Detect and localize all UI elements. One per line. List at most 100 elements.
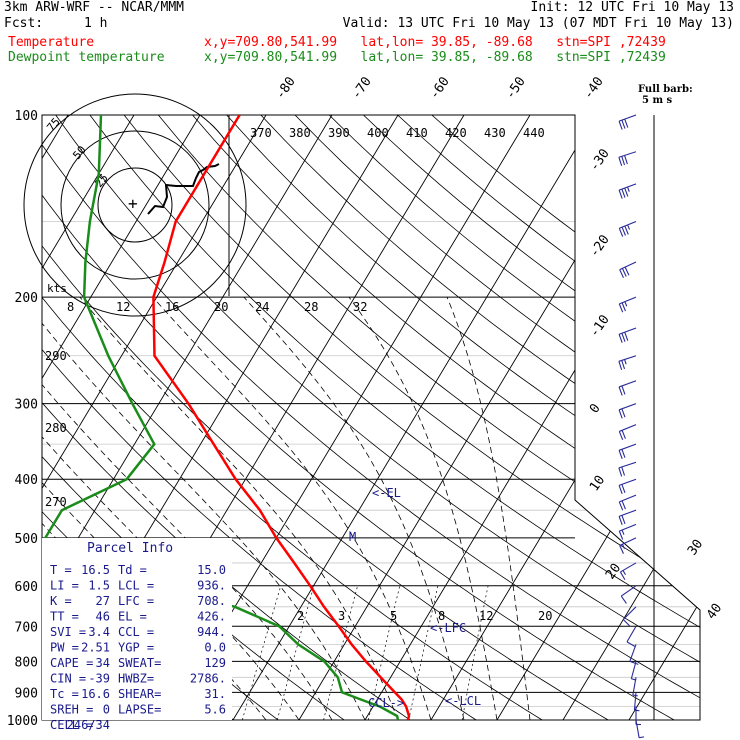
barb-flag xyxy=(618,303,624,313)
parcel-key: LI = xyxy=(50,579,79,593)
barb-flag xyxy=(621,466,626,476)
isotherm-label: -20 xyxy=(587,232,613,260)
wind-barb xyxy=(618,523,637,540)
theta-left-label: 280 xyxy=(45,421,67,435)
speed-tick-label: 32 xyxy=(353,300,367,314)
barb-staff xyxy=(618,478,637,486)
isotherm-label: 10 xyxy=(587,473,608,494)
parcel-value: 3.4 xyxy=(88,625,110,639)
moist-adiabat-10 xyxy=(42,296,366,720)
barb-flag xyxy=(621,268,627,277)
parcel-key2: HWBZ= xyxy=(118,672,154,686)
el-label: <-EL xyxy=(372,486,401,500)
parcel-key: T = xyxy=(50,563,72,577)
parcel-key2: LCL = xyxy=(118,579,154,593)
wind-barb xyxy=(618,403,637,419)
barb-flag xyxy=(626,641,636,647)
wind-barb xyxy=(618,509,637,525)
isotherm-label: 0 xyxy=(587,401,604,416)
barb-flag xyxy=(618,157,623,167)
barb-flag xyxy=(618,334,623,343)
isotherm-label: -70 xyxy=(349,74,375,102)
barb-flag xyxy=(619,545,624,554)
mixing-label: 2 xyxy=(297,609,304,623)
barb-flag xyxy=(618,467,623,477)
barb-flag xyxy=(621,360,626,370)
dry-adiabat-380 xyxy=(157,115,700,720)
hodo-units: kts xyxy=(47,282,67,295)
wind-barb xyxy=(618,494,637,511)
barb-staff xyxy=(635,719,640,738)
isotherm--70 xyxy=(42,115,201,720)
moist-adiabat-15 xyxy=(79,296,399,720)
parcel-value: 246/34 xyxy=(67,718,110,732)
mixing-label: 3 xyxy=(338,609,345,623)
speed-tick-label: 24 xyxy=(255,300,269,314)
barb-staff xyxy=(630,661,637,679)
barb-flag xyxy=(618,485,623,495)
isotherm-30 xyxy=(496,115,700,720)
barb-flag xyxy=(624,359,627,365)
hodo-ring-label: 50 xyxy=(70,143,88,162)
barb-flag xyxy=(618,501,624,511)
lfc-label: <-LFC xyxy=(430,621,466,635)
wind-barbs xyxy=(618,114,655,739)
isotherm-50 xyxy=(628,115,700,720)
barb-flag xyxy=(621,543,626,549)
parcel-key2: EL = xyxy=(118,610,147,624)
wind-barb xyxy=(618,183,637,199)
barb-flag xyxy=(620,595,627,604)
m-label: M xyxy=(349,530,356,544)
barb-flag xyxy=(621,500,626,510)
parcel-value2: 0.0 xyxy=(204,641,226,655)
isotherm-label: 30 xyxy=(685,537,706,558)
parcel-value2: 31. xyxy=(204,687,226,701)
barb-flag xyxy=(624,187,629,197)
hodo-ring-75 xyxy=(23,93,247,317)
barb-staff xyxy=(629,644,637,662)
parcel-value: 2.51 xyxy=(81,641,110,655)
barb-staff xyxy=(619,424,637,432)
parcel-key2: CCL = xyxy=(118,625,154,639)
barb-flag xyxy=(621,529,625,535)
wind-barb xyxy=(618,380,637,396)
wind-barb xyxy=(619,261,637,279)
barb-flag xyxy=(621,430,626,439)
pressure-label-600: 600 xyxy=(15,580,38,595)
parcel-value: 0 xyxy=(103,703,110,717)
wind-barb xyxy=(632,677,638,697)
barb-flag xyxy=(624,155,628,165)
speed-tick-label: 28 xyxy=(304,300,318,314)
parcel-key2: YGP = xyxy=(118,641,154,655)
hodo-ring-label: 75 xyxy=(44,115,62,134)
mixing-label: 20 xyxy=(538,609,552,623)
parcel-value2: 944. xyxy=(197,625,226,639)
wind-barb xyxy=(629,644,639,665)
dry-adiabat-420 xyxy=(294,115,700,720)
parcel-key: CELL = xyxy=(50,718,93,732)
parcel-value2: 2786. xyxy=(190,672,226,686)
parcel-key2: LFC = xyxy=(118,594,154,608)
barb-staff xyxy=(618,509,637,517)
pressure-label-200: 200 xyxy=(15,291,38,306)
barb-staff xyxy=(618,443,637,451)
barb-flag xyxy=(622,619,631,627)
pressure-label-1000: 1000 xyxy=(7,714,38,729)
parcel-key2: SWEAT= xyxy=(118,656,161,670)
hodo-ring-50 xyxy=(60,130,210,280)
barb-flag xyxy=(618,361,623,371)
theta-label: 420 xyxy=(445,126,467,140)
lcl-label: <-LCL xyxy=(445,694,481,708)
isotherm--10 xyxy=(232,115,597,720)
parcel-key2: SHEAR= xyxy=(118,687,161,701)
parcel-key: CAPE = xyxy=(50,656,93,670)
barb-flag xyxy=(621,119,626,129)
mixing-label: 8 xyxy=(438,609,445,623)
moist-adiabat-25 xyxy=(243,296,465,720)
barb-flag xyxy=(624,118,629,128)
dry-adiabat-320 xyxy=(42,115,631,720)
barb-flag xyxy=(621,484,626,494)
wind-barb xyxy=(618,461,637,477)
temperature-legend: Temperature xyxy=(8,35,95,50)
